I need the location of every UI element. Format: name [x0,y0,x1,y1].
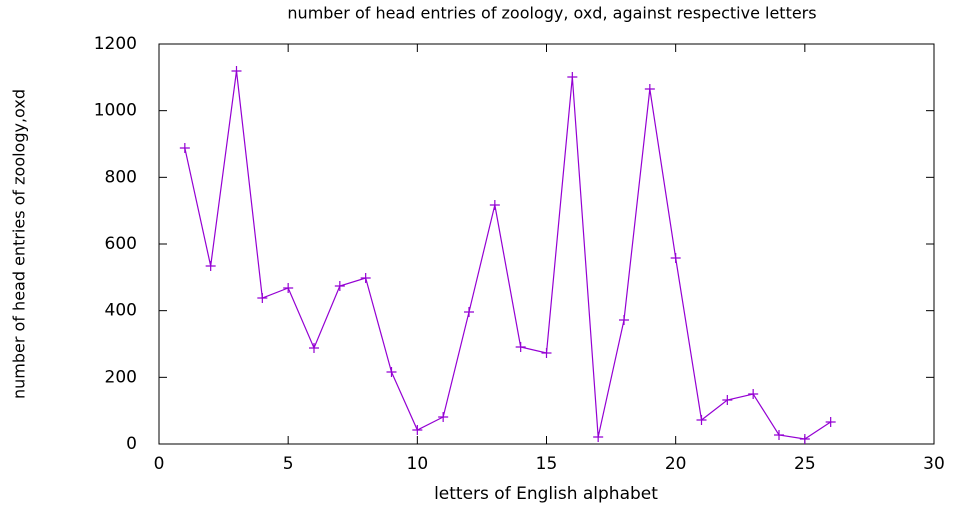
x-tick-label: 5 [283,454,294,474]
point-marker [231,66,242,76]
point-marker [670,253,681,263]
point-marker [644,84,655,94]
point-marker [179,143,190,153]
x-tick-label: 25 [794,454,816,474]
y-tick-label: 0 [126,434,137,454]
point-marker [283,283,294,293]
point-marker [541,348,552,358]
point-marker [774,430,784,440]
y-tick-label: 800 [105,167,137,187]
line [184,70,831,440]
point-marker [825,417,836,427]
x-tick-label: 30 [923,454,945,474]
chart-title: number of head entries of zoology, oxd, … [287,4,816,23]
point-marker [515,342,526,352]
y-tick-label: 1000 [94,101,137,121]
x-tick-label: 0 [154,454,165,474]
point-marker [696,415,707,425]
x-tick-label: 20 [665,454,687,474]
x-axis-label: letters of English alphabet [434,484,658,504]
point-marker [412,425,423,435]
x-tick-label: 15 [536,454,558,474]
point-marker [593,432,604,442]
x-tick-label: 10 [407,454,429,474]
point-marker [334,281,345,291]
y-tick-label: 1200 [94,34,137,54]
point-marker [205,261,216,271]
point-marker [799,434,810,444]
point-marker [438,412,449,422]
y-axis-label: number of head entries of zoology,oxd [10,89,29,399]
point-marker [464,307,474,317]
point-marker [257,293,268,303]
point-marker [489,200,500,210]
point-marker [360,273,371,283]
y-tick-label: 400 [105,301,137,321]
y-tick-label: 600 [105,234,137,254]
point-marker [722,395,733,405]
point-marker [619,315,629,325]
point-marker [386,367,397,377]
y-tick-label: 200 [105,367,137,387]
point-marker [567,72,578,82]
point-marker [748,389,759,399]
plot-frame [158,43,935,445]
point-marker [309,343,319,353]
